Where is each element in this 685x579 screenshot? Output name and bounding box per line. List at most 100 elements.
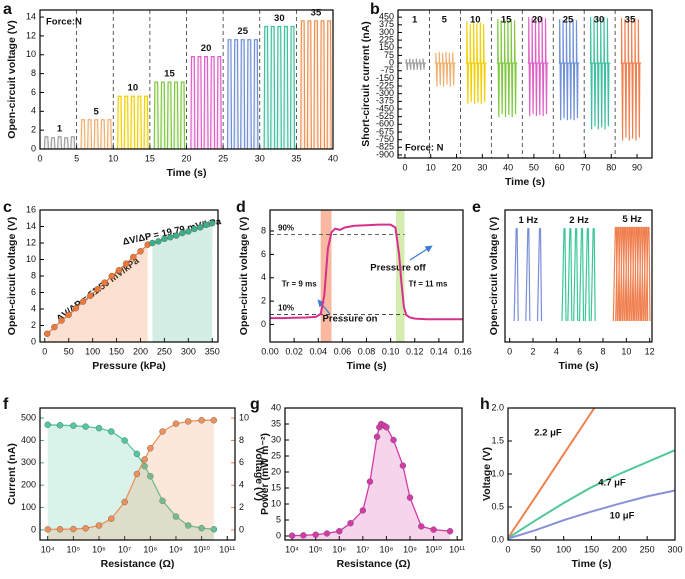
y2-tick-label: 6 [239, 457, 244, 467]
x-tick-label: 20 [181, 153, 191, 163]
y-tick-label: -150 [376, 73, 394, 83]
panel-label: e [472, 199, 481, 216]
y-tick-label: 4 [31, 303, 36, 313]
spike [596, 17, 600, 130]
point [191, 225, 198, 233]
annotation: Force:N [46, 17, 82, 28]
series-label: 5 [94, 106, 100, 117]
pulse [326, 20, 332, 150]
point [133, 470, 141, 478]
plot-frame [39, 9, 334, 150]
spike [503, 19, 507, 118]
spike [415, 58, 419, 70]
panel-label: c [3, 199, 12, 216]
x-axis-label: Time (s) [558, 360, 598, 372]
spike [435, 52, 439, 87]
series-label: 1 Hz [519, 215, 539, 226]
point [56, 422, 64, 429]
x-tick-label: 10 [108, 153, 118, 163]
point [70, 525, 77, 533]
y-tick-label: 400 [21, 435, 36, 445]
point [323, 530, 331, 537]
pulse [306, 20, 312, 150]
pulse [173, 81, 179, 150]
y-tick-label: 4 [31, 106, 36, 116]
y-axis-label: Open-circuit voltage (V) [488, 217, 500, 335]
x-tick-label: 50 [64, 346, 74, 356]
y-tick-label: 0 [31, 524, 36, 534]
y-tick-label: 5 [276, 514, 281, 524]
point [70, 422, 77, 429]
spike [419, 58, 422, 71]
spike [637, 19, 641, 138]
y2-tick-label: 4 [239, 480, 244, 490]
plot-frame [39, 407, 236, 541]
pulse [253, 39, 259, 150]
y-tick-label: -225 [376, 80, 394, 90]
x-axis-label: Resistance (Ω) [337, 558, 411, 570]
spike [472, 21, 476, 104]
series-label: 10 μF [610, 511, 635, 522]
x-tick-label: 12 [645, 346, 655, 356]
x-tick-label: 10 [621, 346, 631, 356]
y2-tick-label: 0 [239, 524, 244, 534]
pulse [80, 119, 86, 150]
pulse [166, 81, 173, 150]
y-tick-label: 0 [261, 319, 266, 329]
point [147, 473, 154, 480]
series-label: 5 [442, 15, 448, 26]
pulse [43, 136, 49, 150]
reference-label: 10% [278, 304, 294, 313]
x-tick-label: 0 [507, 346, 512, 356]
point [172, 513, 180, 520]
point [108, 428, 115, 435]
pulse [160, 81, 166, 150]
spike [538, 18, 541, 116]
spike [507, 20, 510, 116]
y2-tick-label: 2 [239, 502, 244, 512]
point [312, 531, 319, 538]
x-tick-label: 40 [503, 162, 513, 172]
spike [645, 226, 651, 321]
x-tick-label: 10 [426, 162, 436, 172]
series-label: 1 [412, 15, 418, 26]
series-label: 10 [470, 15, 481, 26]
spike [497, 19, 500, 118]
point [147, 445, 154, 452]
point [94, 286, 101, 293]
y-tick-label: 100 [21, 502, 36, 512]
spike [525, 228, 531, 321]
x-tick-label: 10⁵ [66, 544, 80, 554]
y-axis-label: Short-circuit current (nA) [360, 21, 372, 146]
x-tick-label: 10⁸ [380, 544, 394, 554]
pulse [276, 25, 282, 150]
x-tick-label: 10¹⁰ [425, 544, 442, 554]
plot-frame [284, 407, 463, 541]
pulse [300, 20, 306, 150]
x-tick-label: 150 [109, 346, 124, 356]
plot-frame [507, 407, 676, 541]
x-tick-label: 250 [157, 346, 172, 356]
plot-frame [504, 209, 653, 343]
x-tick-label: 300 [667, 544, 682, 554]
y-tick-label: -450 [376, 103, 394, 113]
y-tick-label: -675 [376, 126, 394, 136]
x-tick-label: 0.00 [261, 346, 279, 356]
pulse [226, 39, 233, 150]
x-tick-label: 10⁷ [356, 544, 369, 554]
spike [541, 17, 545, 117]
plot-frame [269, 209, 464, 343]
point [155, 238, 162, 245]
spike [603, 17, 607, 130]
reference-label: 90% [278, 224, 294, 233]
x-tick-label: 0.08 [358, 346, 376, 356]
spike [476, 23, 480, 103]
y-axis-label: Current (nA) [6, 443, 18, 505]
point [210, 417, 218, 424]
panel-label: h [480, 396, 490, 413]
pulse [196, 56, 203, 150]
point [366, 478, 374, 485]
spike [510, 19, 514, 118]
x-tick-label: 0 [37, 153, 42, 163]
x-axis-label: Resistance (Ω) [101, 558, 175, 570]
